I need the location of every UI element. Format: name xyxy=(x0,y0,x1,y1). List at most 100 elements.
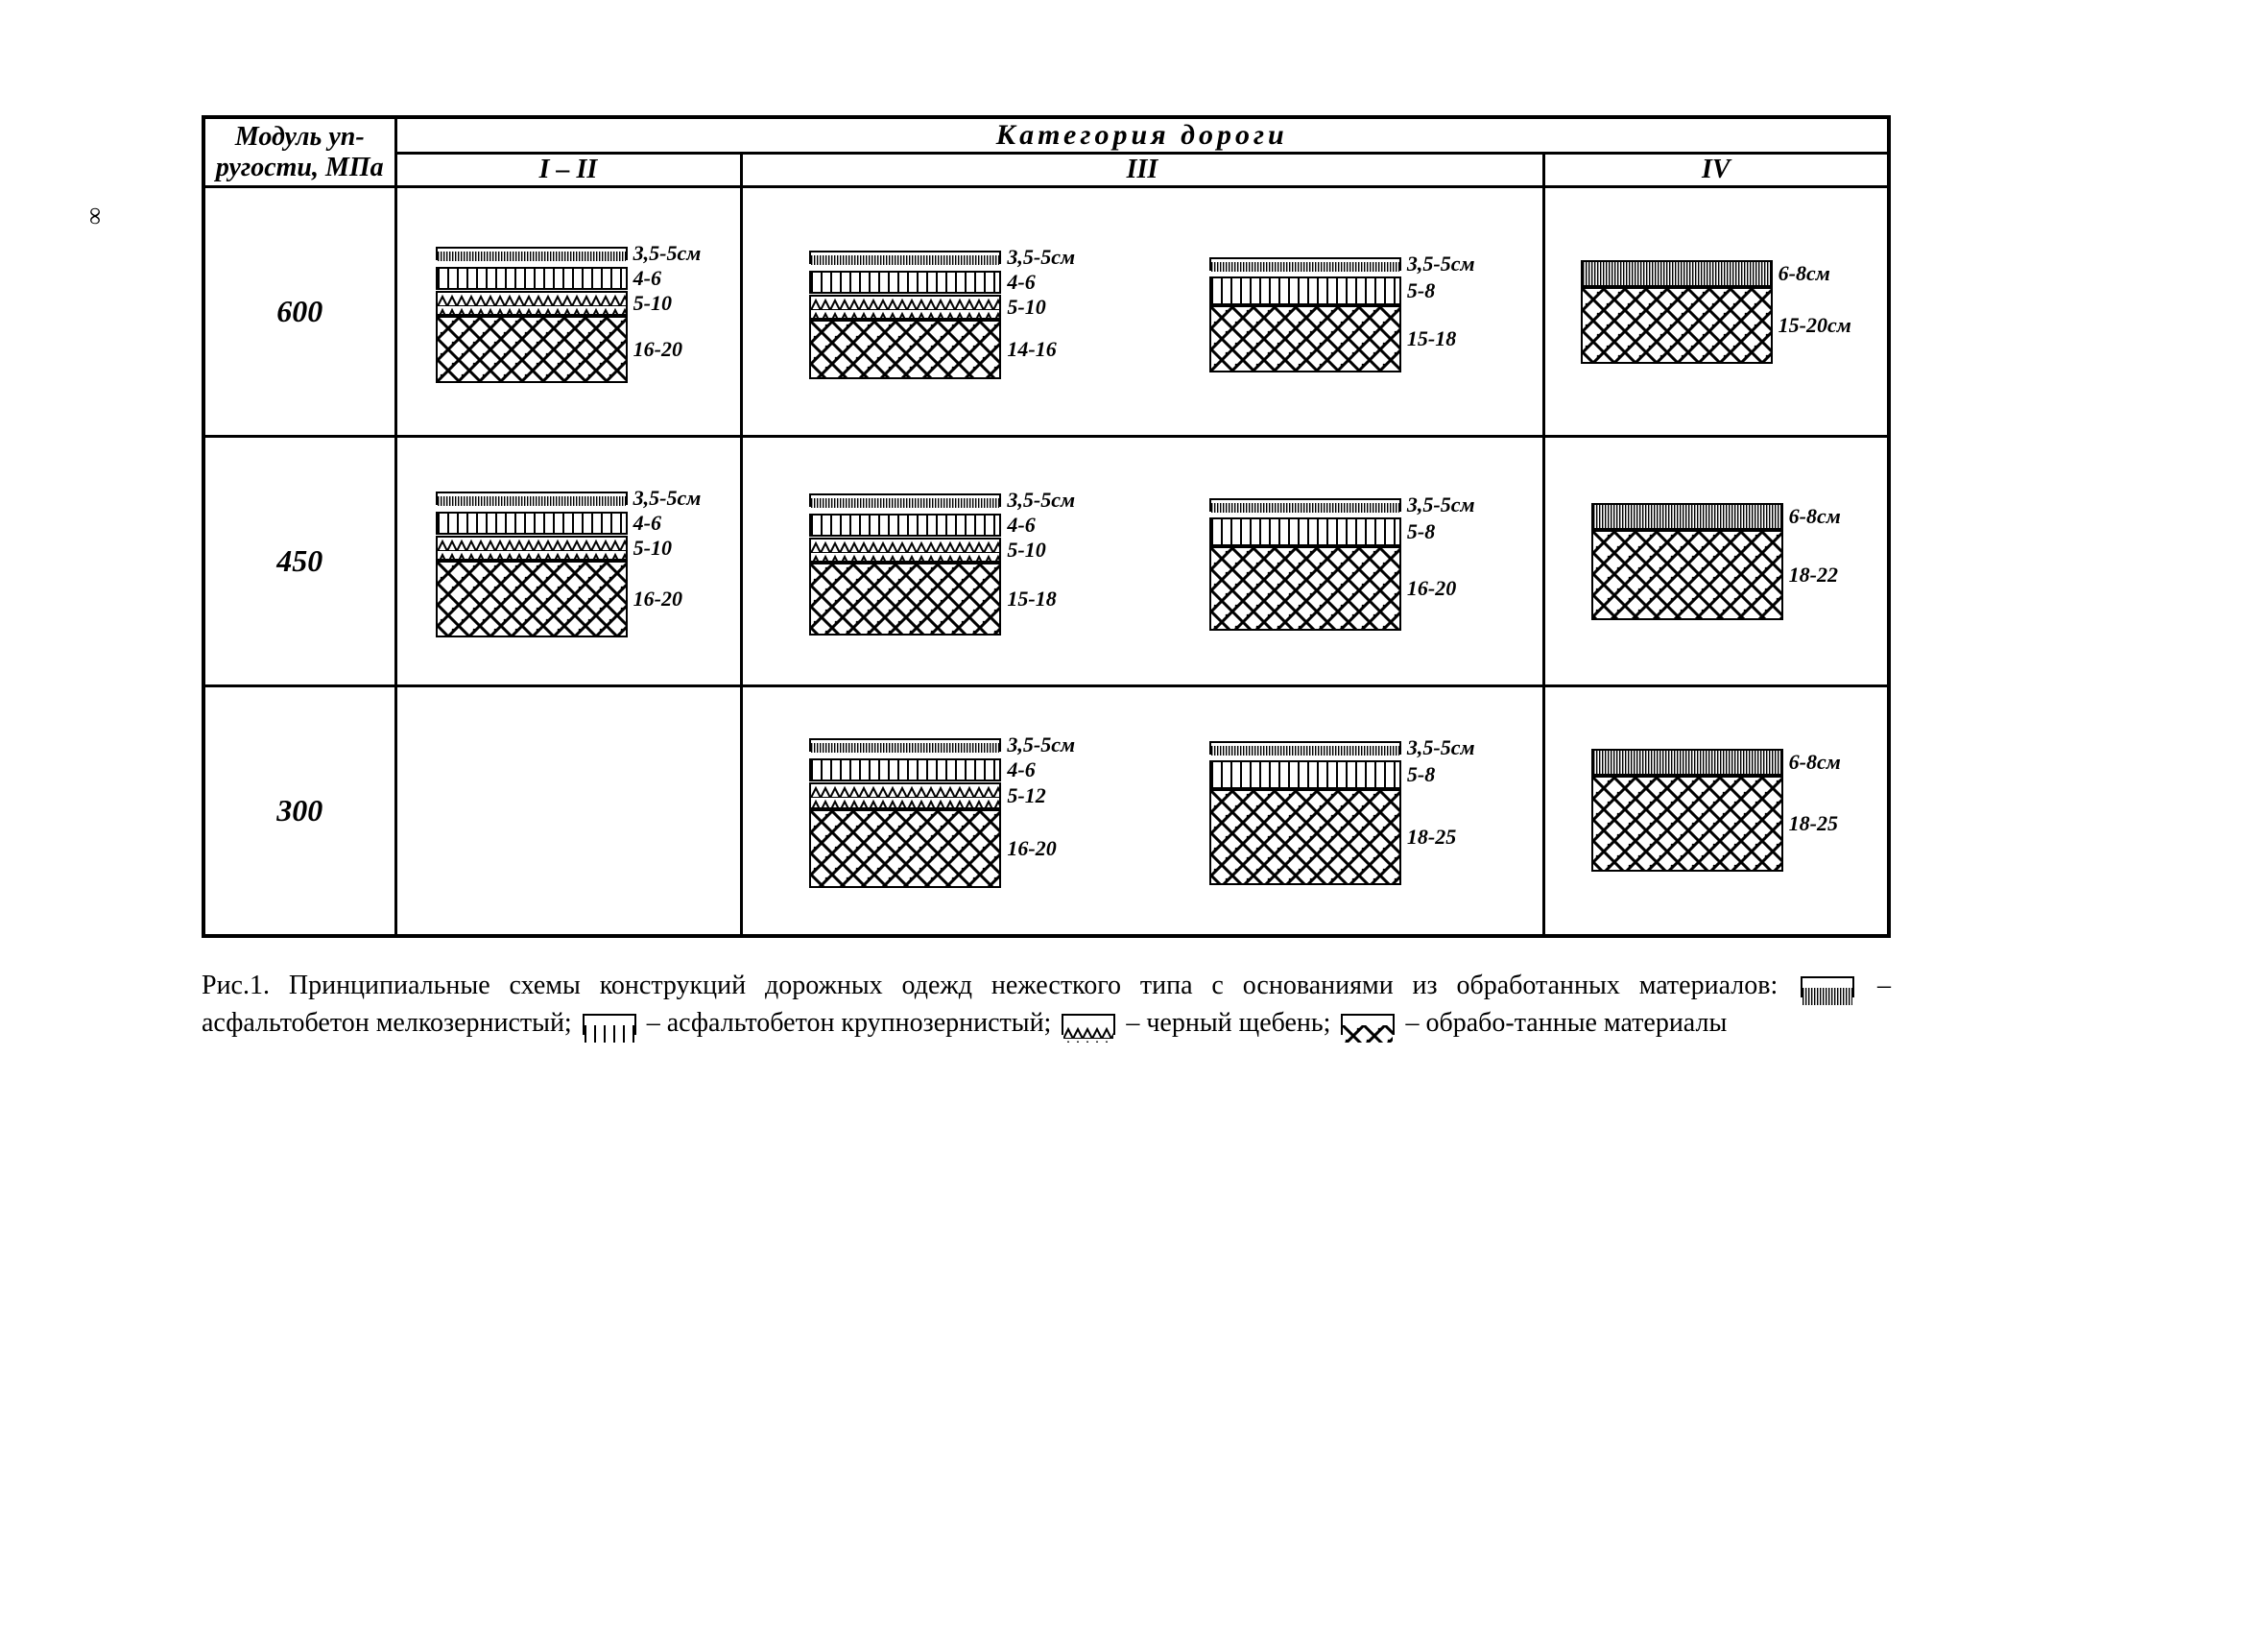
layer-row: 15-18 xyxy=(809,563,1056,636)
cell: 6-8см 18-22 xyxy=(1543,437,1889,686)
layer-label: 5-10 xyxy=(633,536,672,561)
layer-label: 18-25 xyxy=(1407,825,1456,850)
layer-row: 3,5-5см xyxy=(1209,252,1475,276)
layer-crush xyxy=(809,782,1001,809)
layer-coarse xyxy=(809,758,1001,781)
layer-crush xyxy=(809,538,1001,563)
layer-label: 5-10 xyxy=(633,291,672,316)
layer-row: 4-6 xyxy=(436,266,661,291)
layer-row: 3,5-5см xyxy=(809,732,1075,757)
layer-treated xyxy=(1209,789,1401,885)
layer-row: 3,5-5см xyxy=(436,241,702,266)
layer-fine xyxy=(809,738,1001,752)
layer-label: 6-8см xyxy=(1789,750,1841,775)
layer-stack: 3,5-5см 4-6 5-10 15-18 xyxy=(809,488,1075,636)
layer-stack: 6-8см 18-22 xyxy=(1591,503,1841,620)
layer-label: 5-10 xyxy=(1007,538,1045,563)
layer-treated xyxy=(809,809,1001,888)
layer-label: 5-10 xyxy=(1007,295,1045,320)
layer-fine xyxy=(1591,503,1783,530)
layer-row: 16-20 xyxy=(436,561,682,637)
layer-stack: 6-8см 18-25 xyxy=(1591,749,1841,872)
layer-label: 3,5-5см xyxy=(1007,732,1075,757)
layer-label: 5-8 xyxy=(1407,762,1435,787)
layer-label: 4-6 xyxy=(1007,270,1035,295)
row-header-450: 450 xyxy=(203,437,395,686)
layer-treated xyxy=(1209,305,1401,372)
layer-row: 5-12 xyxy=(809,782,1045,809)
layer-row: 15-18 xyxy=(1209,305,1456,372)
header-col-1-2: I – II xyxy=(395,154,741,187)
layer-label: 14-16 xyxy=(1007,337,1056,362)
layer-row: 5-10 xyxy=(809,295,1045,320)
layer-crush xyxy=(809,295,1001,320)
layer-label: 3,5-5см xyxy=(1007,488,1075,513)
cell: 6-8см 18-25 xyxy=(1543,686,1889,936)
layer-fine xyxy=(1209,257,1401,271)
layer-treated xyxy=(436,561,628,637)
layer-row: 18-25 xyxy=(1209,789,1456,885)
layer-fine xyxy=(1581,260,1773,287)
layer-row: 5-10 xyxy=(809,538,1045,563)
layer-row: 6-8см xyxy=(1581,260,1830,287)
layer-label: 18-25 xyxy=(1789,811,1838,836)
layer-coarse xyxy=(436,267,628,290)
cell: 3,5-5см 4-6 5-10 15-18 3,5-5см xyxy=(741,437,1543,686)
layer-row: 18-22 xyxy=(1591,530,1838,620)
legend-swatch-treated xyxy=(1341,1014,1395,1035)
layer-fine xyxy=(809,493,1001,507)
layer-row: 15-20см xyxy=(1581,287,1851,364)
cell xyxy=(395,686,741,936)
layer-row: 18-25 xyxy=(1591,776,1838,872)
legend-swatch-fine xyxy=(1801,976,1854,997)
layer-row: 3,5-5см xyxy=(809,488,1075,513)
layer-treated xyxy=(1591,530,1783,620)
layer-row: 5-10 xyxy=(436,291,672,316)
layer-label: 3,5-5см xyxy=(1007,245,1075,270)
layer-label: 3,5-5см xyxy=(1407,252,1475,276)
layer-label: 6-8см xyxy=(1789,504,1841,529)
layer-coarse xyxy=(436,512,628,535)
layer-label: 4-6 xyxy=(633,511,661,536)
header-col-3: III xyxy=(741,154,1543,187)
layer-label: 6-8см xyxy=(1779,261,1830,286)
layer-label: 15-18 xyxy=(1407,326,1456,351)
layer-row: 4-6 xyxy=(809,757,1035,782)
layer-row: 4-6 xyxy=(809,513,1035,538)
layer-row: 14-16 xyxy=(809,320,1056,379)
layer-row: 6-8см xyxy=(1591,503,1841,530)
cell: 3,5-5см 4-6 5-10 14-16 3,5-5см xyxy=(741,187,1543,437)
layer-row: 3,5-5см xyxy=(436,486,702,511)
cell: 6-8см 15-20см xyxy=(1543,187,1889,437)
layer-stack: 6-8см 15-20см xyxy=(1581,260,1851,364)
row-header-300: 300 xyxy=(203,686,395,936)
layer-stack: 3,5-5см 5-8 15-18 xyxy=(1209,252,1475,372)
layer-label: 4-6 xyxy=(633,266,661,291)
layer-row: 5-8 xyxy=(1209,760,1435,789)
layer-label: 3,5-5см xyxy=(633,241,702,266)
layer-stack: 3,5-5см 5-8 16-20 xyxy=(1209,492,1475,631)
layer-row: 4-6 xyxy=(436,511,661,536)
layer-coarse xyxy=(1209,276,1401,305)
cell: 3,5-5см 4-6 5-10 16-20 xyxy=(395,437,741,686)
layer-label: 16-20 xyxy=(1007,836,1056,861)
caption-leg3: – черный щебень; xyxy=(1126,1008,1337,1038)
layer-label: 4-6 xyxy=(1007,513,1035,538)
layer-coarse xyxy=(809,271,1001,294)
legend-swatch-crush xyxy=(1062,1014,1115,1035)
layer-fine xyxy=(1209,741,1401,755)
layer-label: 15-20см xyxy=(1779,313,1851,338)
layer-crush xyxy=(436,536,628,561)
layer-stack: 3,5-5см 5-8 18-25 xyxy=(1209,735,1475,885)
layer-treated xyxy=(809,320,1001,379)
layer-label: 16-20 xyxy=(633,587,682,612)
layer-treated xyxy=(1209,546,1401,631)
layer-label: 16-20 xyxy=(1407,576,1456,601)
layer-row: 3,5-5см xyxy=(1209,735,1475,760)
road-structure-table: Модуль уп- ругости, МПа Категория дороги… xyxy=(202,115,1891,938)
caption-leg2: – асфальтобетон крупнозернистый; xyxy=(647,1008,1059,1038)
cell: 3,5-5см 4-6 5-12 16-20 3,5-5см xyxy=(741,686,1543,936)
layer-crush xyxy=(436,291,628,316)
layer-stack: 3,5-5см 4-6 5-10 16-20 xyxy=(436,241,702,383)
layer-label: 3,5-5см xyxy=(1407,735,1475,760)
